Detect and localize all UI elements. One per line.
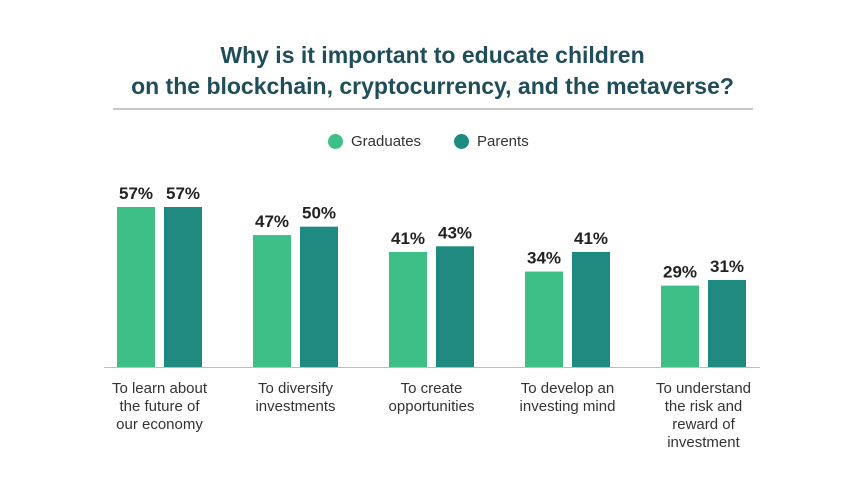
legend: Graduates Parents — [0, 133, 865, 155]
data-label-graduates-0: 57% — [119, 184, 153, 203]
bar-graduates-3 — [525, 271, 563, 367]
data-label-parents-1: 50% — [302, 204, 336, 223]
bar-parents-2 — [436, 246, 474, 367]
title-divider — [113, 108, 753, 110]
category-label-4-line-0: To understand — [656, 380, 751, 397]
bar-parents-3 — [572, 251, 610, 367]
category-label-3-line-1: investing mind — [520, 398, 616, 415]
bar-graduates-2 — [389, 251, 427, 367]
bar-parents-0 — [164, 207, 202, 367]
data-label-parents-0: 57% — [166, 184, 200, 203]
legend-label-parents: Parents — [477, 133, 529, 150]
data-label-graduates-1: 47% — [255, 212, 289, 231]
category-label-4-line-2: reward of — [672, 416, 735, 433]
bar-graduates-1 — [253, 235, 291, 367]
data-label-parents-2: 43% — [438, 223, 472, 242]
data-label-parents-3: 41% — [574, 229, 608, 248]
category-label-0-line-2: our economy — [116, 416, 203, 433]
category-label-4-line-1: the risk and — [665, 398, 743, 415]
category-label-2-line-0: To create — [401, 380, 463, 397]
data-label-graduates-4: 29% — [663, 263, 697, 282]
legend-swatch-parents — [454, 134, 469, 149]
legend-item-graduates: Graduates — [328, 133, 421, 150]
bar-graduates-0 — [117, 207, 155, 367]
data-label-graduates-3: 34% — [527, 249, 561, 268]
legend-label-graduates: Graduates — [351, 133, 422, 150]
chart-title: Why is it important to educate children … — [0, 40, 865, 102]
data-label-graduates-2: 41% — [391, 229, 425, 248]
category-label-1-line-0: To diversify — [258, 380, 334, 397]
legend-swatch-graduates — [328, 134, 343, 149]
category-label-1-line-1: investments — [255, 398, 335, 415]
category-label-0-line-1: the future of — [119, 398, 200, 415]
chart-title-line-1: Why is it important to educate children — [220, 42, 645, 68]
bar-parents-1 — [300, 226, 338, 367]
legend-item-parents: Parents — [454, 133, 529, 150]
chart-title-line-2: on the blockchain, cryptocurrency, and t… — [131, 73, 734, 99]
data-label-parents-4: 31% — [710, 257, 744, 276]
bar-graduates-4 — [661, 285, 699, 367]
category-label-0-line-0: To learn about — [112, 380, 208, 397]
bar-parents-4 — [708, 279, 746, 367]
category-label-4-line-3: investment — [667, 434, 740, 451]
category-label-2-line-1: opportunities — [389, 398, 475, 415]
category-label-3-line-0: To develop an — [521, 380, 614, 397]
